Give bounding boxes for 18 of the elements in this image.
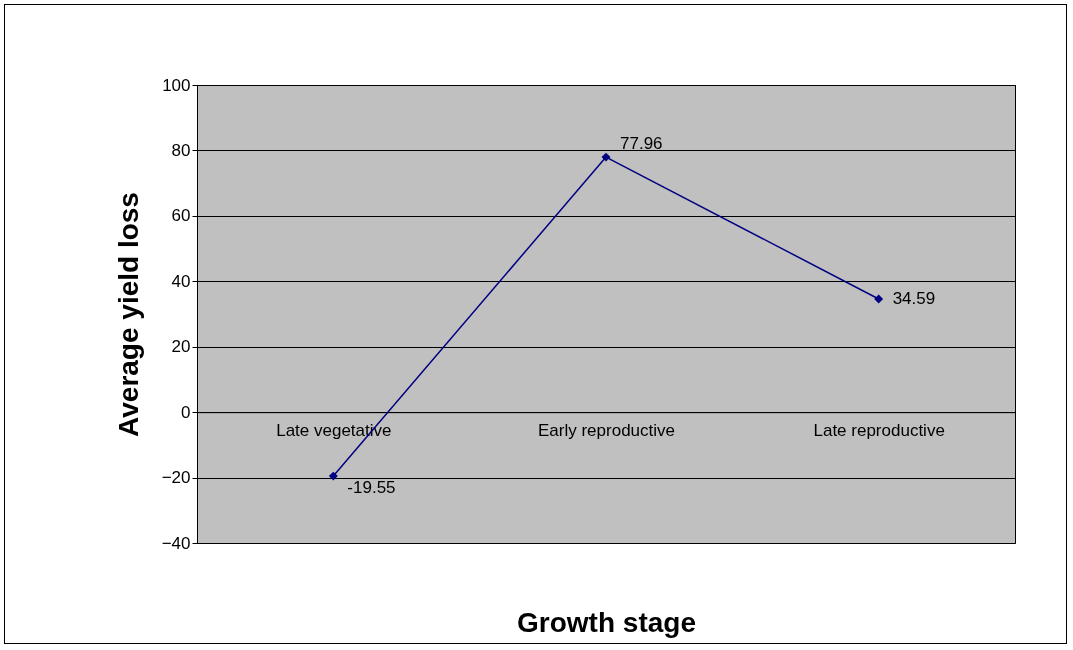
y-tick-label: −20 <box>161 468 191 488</box>
y-tick-label: 20 <box>171 337 191 357</box>
y-tick-label: 60 <box>171 206 191 226</box>
point <box>874 294 884 304</box>
point <box>328 471 338 481</box>
x-tick-label: Late reproductive <box>813 420 945 440</box>
y-tick-label: 100 <box>162 75 191 95</box>
x-tick-label: Early reproductive <box>537 420 676 440</box>
data-label: -19.55 <box>347 478 396 498</box>
y-tick-label: 0 <box>181 402 191 422</box>
data-label: 34.59 <box>892 288 936 308</box>
point <box>601 152 611 162</box>
data-label: 77.96 <box>620 134 663 154</box>
y-tick-label: 80 <box>171 140 191 160</box>
x-axis-title: Growth stage <box>517 606 696 638</box>
y-axis-title: Average yield loss <box>112 192 144 437</box>
y-tick-label: −40 <box>161 533 191 553</box>
y-tick-label: 40 <box>171 271 191 291</box>
